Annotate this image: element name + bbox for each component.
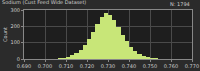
svg-text:0.740: 0.740: [122, 63, 136, 69]
svg-text:0.690: 0.690: [17, 63, 31, 69]
svg-text:0: 0: [17, 56, 20, 62]
svg-text:0.750: 0.750: [143, 63, 157, 69]
svg-text:100: 100: [10, 39, 20, 45]
svg-text:Count: Count: [2, 27, 8, 42]
svg-text:0.730: 0.730: [101, 63, 115, 69]
svg-text:0.770: 0.770: [185, 63, 199, 69]
svg-text:N: 1794: N: 1794: [170, 1, 190, 7]
svg-text:300: 300: [10, 7, 20, 13]
svg-text:0.720: 0.720: [80, 63, 94, 69]
svg-text:0.700: 0.700: [38, 63, 52, 69]
svg-text:0.760: 0.760: [164, 63, 178, 69]
svg-text:Sodium (Cust Feed Wide Dataset: Sodium (Cust Feed Wide Dataset): [2, 0, 86, 5]
svg-text:200: 200: [10, 23, 20, 29]
svg-text:0.710: 0.710: [59, 63, 73, 69]
